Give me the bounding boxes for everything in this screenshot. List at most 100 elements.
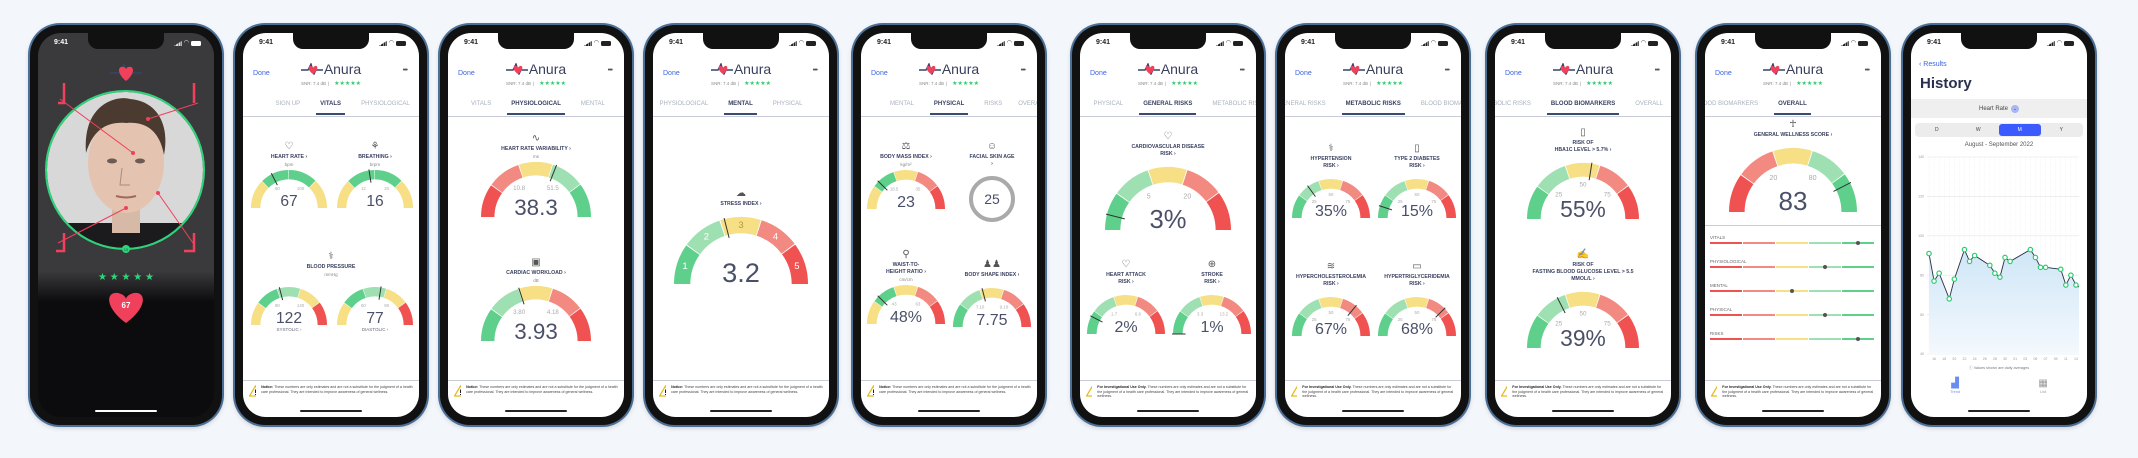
done-button[interactable]: Done [663,70,680,77]
done-button[interactable]: Done [1295,70,1312,77]
overall-bar-physical[interactable]: PHYSICAL [1710,307,1874,317]
tab-vitals[interactable]: VITALS [471,101,492,107]
gauge-title[interactable]: CARDIOVASCULAR DISEASE RISK › [1131,144,1205,157]
overall-bar-physiological[interactable]: PHYSIOLOGICAL [1710,259,1874,269]
tab-overall[interactable]: OVERALL [1018,101,1037,107]
tab-physical[interactable]: PHYSICAL [1093,101,1124,107]
tab-mental[interactable]: MENTAL [580,101,605,107]
gauge-title[interactable]: BREATHING › [358,154,392,160]
tab-vitals[interactable]: VITALS [316,101,346,115]
tab-metabolic-risks[interactable]: METABOLIC RISKS [1495,101,1531,107]
tab-blood-biomarkers[interactable]: BLOOD BIOMARKERS [1705,101,1759,107]
gauge-title[interactable]: HEART ATTACK RISK › [1106,272,1146,285]
gauge-needle [877,295,888,306]
gauge-title[interactable]: HYPERCHOLESTEROLEMIA RISK › [1295,274,1367,287]
gauge-title[interactable]: BODY SHAPE INDEX › [964,272,1020,278]
gauge-title[interactable]: RISK OF FASTING BLOOD GLUCOSE LEVEL > 5.… [1532,262,1634,282]
tab-mental[interactable]: MENTAL [724,101,757,115]
gauge-title[interactable]: STRESS INDEX › [720,201,762,207]
period-y[interactable]: Y [2059,127,2063,133]
tab-overall[interactable]: OVERALL [1774,101,1811,115]
more-options-button[interactable]: ••• [607,67,613,74]
tab-mental[interactable]: MENTAL [890,101,914,107]
gauge-body[interactable]: ♟♟ BODY SHAPE INDEX › 7.10 9.10 7.75 [952,259,1032,328]
wifi-icon: ◠ [1430,40,1436,46]
done-button[interactable]: Done [458,70,475,77]
period-m[interactable]: M [1999,124,2041,136]
gauge-title[interactable]: BODY MASS INDEX › [880,154,932,160]
more-options-button[interactable]: ••• [1020,67,1026,74]
tab-list[interactable]: ▦ List [2038,378,2047,394]
gauge-title[interactable]: HYPERTRIGLYCERIDEMIA RISK › [1384,274,1450,287]
more-options-button[interactable]: ••• [1444,67,1450,74]
gauge-risk[interactable]: ▯ RISK OF HBA1C LEVEL > 5.7% › 25 50 75 55% [1526,127,1640,220]
metric-selector[interactable]: Heart Rate ⌄ [1911,99,2087,118]
gauge-general[interactable]: ☥ GENERAL WELLNESS SCORE › 20 80 83 [1728,119,1858,213]
overall-bar-mental[interactable]: MENTAL [1710,283,1874,293]
gauge-hypercholesterolemia[interactable]: ≋ HYPERCHOLESTEROLEMIA RISK › 25 50 75 67% [1291,261,1371,337]
gauge-body[interactable]: ⚖ BODY MASS INDEX › kg/m² 18.5 35 23 [866,141,946,210]
gauge-waist-to-[interactable]: ⚲ WAIST-TO- HEIGHT RATIO › cm/cm 43 63 48% [866,249,946,325]
more-options-button[interactable]: ••• [812,67,818,74]
period-w[interactable]: W [1975,127,1981,133]
gauge-title[interactable]: WAIST-TO- HEIGHT RATIO › [886,262,926,275]
gauge-cardiovascular[interactable]: ♡ CARDIOVASCULAR DISEASE RISK › 5 20 3% [1104,131,1232,231]
data-point [2027,246,2034,253]
tab-physical[interactable]: PHYSICAL [772,101,803,107]
gauge-sublabel[interactable]: SYSTOLIC › [276,327,302,332]
back-button[interactable]: ‹ Results [1919,61,1947,68]
gauge-heart[interactable]: ∿ HEART RATE VARIABILITY › ms 10.8 51.5 38.3 [480,133,592,218]
gauge-title[interactable]: HYPERTENSION RISK › [1310,156,1352,169]
done-button[interactable]: Done [1090,70,1107,77]
gauge-hypertriglyceridemia[interactable]: ▭ HYPERTRIGLYCERIDEMIA RISK › 25 50 75 68% [1377,261,1457,337]
tab-general-risks[interactable]: GENERAL RISKS [1139,101,1197,115]
more-options-button[interactable]: ••• [1239,67,1245,74]
skin-age-title[interactable]: FACIAL SKIN AGE › [969,154,1015,167]
gauge-value: 39% [1560,325,1606,349]
tab-blood-biomarkers[interactable]: BLOOD BIOMARKERS [1546,101,1620,115]
tab-trend[interactable]: ▟ Trend [1950,378,1960,394]
tab-risks[interactable]: RISKS [984,101,1003,107]
tab-physiological[interactable]: PHYSIOLOGICAL [361,101,410,107]
gauge-title[interactable]: STROKE RISK › [1201,272,1223,285]
done-button[interactable]: Done [253,70,270,77]
gauge-risk[interactable]: ✍ RISK OF FASTING BLOOD GLUCOSE LEVEL > 5… [1526,249,1640,349]
gauge-stress[interactable]: ☁ STRESS INDEX › 1 2 3 4 5 3.2 [673,188,809,285]
group-blood-pressure[interactable]: ⚕ BLOOD PRESSURE mmHg [307,251,356,278]
done-button[interactable]: Done [1505,70,1522,77]
tab-sign-up[interactable]: SIGN UP [275,101,301,107]
gauge-title[interactable]: RISK OF HBA1C LEVEL > 5.7% › [1554,140,1612,153]
gauge-stroke[interactable]: ⊕ STROKE RISK › 3.3 13.2 1% [1172,259,1252,335]
more-options-button[interactable]: ••• [1654,67,1660,74]
more-options-button[interactable]: ••• [1864,67,1870,74]
done-button[interactable]: Done [1715,70,1732,77]
gauge-title[interactable]: CARDIAC WORKLOAD › [506,270,566,276]
gauge-title[interactable]: HEART RATE › [270,154,308,160]
tab-overall[interactable]: OVERALL [1635,101,1663,107]
tab-metabolic-risks[interactable]: METABOLIC RISKS [1341,101,1405,115]
gauge-sublabel[interactable]: DIASTOLIC › [361,327,389,332]
overall-bar-vitals[interactable]: VITALS [1710,235,1874,245]
gauge-heart[interactable]: ♡ HEART ATTACK RISK › 1.7 6.6 2% [1086,259,1166,335]
gauge-title[interactable]: GENERAL WELLNESS SCORE › [1753,132,1833,138]
tab-physiological[interactable]: PHYSIOLOGICAL [659,101,709,107]
facial-skin-age[interactable]: ☺ FACIAL SKIN AGE › 25 [969,141,1015,222]
tab-general-risks[interactable]: GENERAL RISKS [1285,101,1326,107]
gauge-title[interactable]: HEART RATE VARIABILITY › [501,146,571,152]
tab-physical[interactable]: PHYSICAL [929,101,969,115]
gauge-title[interactable]: TYPE 2 DIABETES RISK › [1394,156,1440,169]
tab-metabolic-risks[interactable]: METABOLIC RISKS [1212,101,1256,107]
more-options-button[interactable]: ••• [402,67,408,74]
gauge-cardiac[interactable]: ▣ CARDIAC WORKLOAD › dB 3.80 4.18 3.93 [480,257,592,342]
period-d[interactable]: D [1934,127,1939,133]
gauge-heart[interactable]: ♡ HEART RATE › bpm 60 100 67 [250,141,328,209]
tab-physiological[interactable]: PHYSIOLOGICAL [507,101,565,115]
overall-bar-risks[interactable]: RISKS [1710,331,1874,341]
gauge-hypertension[interactable]: ⚕ HYPERTENSION RISK › 25 50 75 35% [1291,143,1371,219]
gauge-type[interactable]: ▯ TYPE 2 DIABETES RISK › 25 50 75 15% [1377,143,1457,219]
gauge-breathing[interactable]: ⚘ BREATHING › brpm 12 20 16 [336,141,414,209]
gauge-systolic[interactable]: 90 140 122 SYSTOLIC › [250,285,328,332]
gauge-diastolic[interactable]: 60 90 77 DIASTOLIC › [336,285,414,332]
done-button[interactable]: Done [871,70,888,77]
tab-blood-biomarkers[interactable]: BLOOD BIOMARKERS [1420,101,1461,107]
